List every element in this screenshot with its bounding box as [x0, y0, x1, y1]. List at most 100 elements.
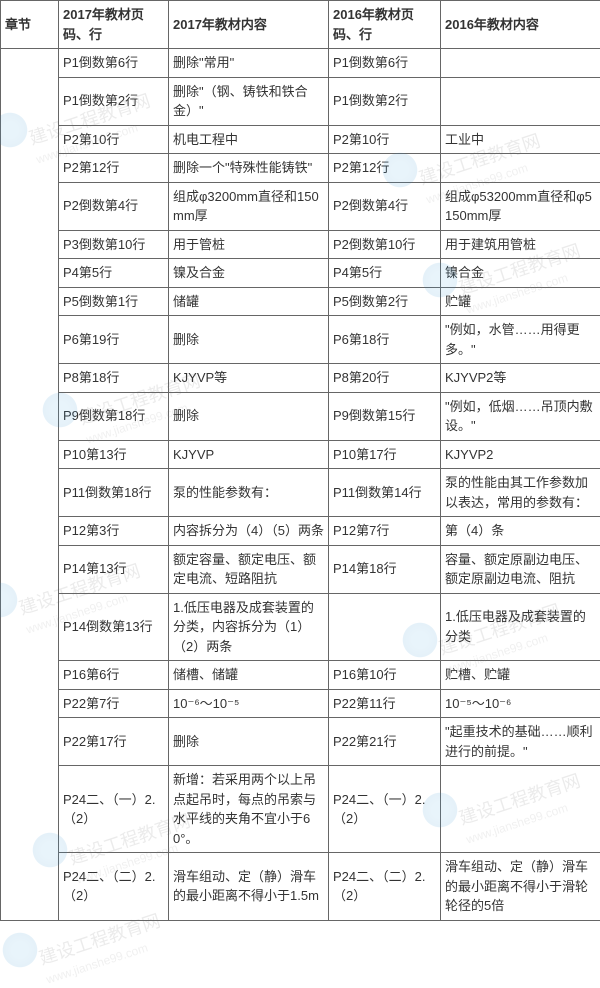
table-cell: P4第5行	[329, 259, 441, 288]
table-cell: P22第21行	[329, 718, 441, 766]
table-cell: 删除一个"特殊性能铸铁"	[169, 154, 329, 183]
table-cell: 新增：若采用两个以上吊点起吊时，每点的吊索与水平线的夹角不宜小于60°。	[169, 766, 329, 853]
table-cell: 滑车组动、定（静）滑车的最小距离不得小于滑轮轮径的5倍	[441, 853, 600, 921]
table-cell: P14第18行	[329, 545, 441, 593]
table-cell: P2第12行	[59, 154, 169, 183]
table-cell: P4第5行	[59, 259, 169, 288]
table-cell: 额定容量、额定电压、额定电流、短路阻抗	[169, 545, 329, 593]
table-cell: 用于管桩	[169, 230, 329, 259]
table-row: P4第5行镍及合金P4第5行镍合金	[1, 259, 600, 288]
table-cell: P1倒数第2行	[329, 77, 441, 125]
table-row: P14倒数第13行1.低压电器及成套装置的分类，内容拆分为（1）（2）两条1.低…	[1, 593, 600, 661]
table-cell: P6第19行	[59, 316, 169, 364]
table-cell: 10⁻⁵～10⁻⁶	[441, 689, 600, 718]
table-cell: 工业中	[441, 125, 600, 154]
table-cell: 泵的性能参数有：	[169, 469, 329, 517]
table-cell: P24二、（二）2.（2）	[59, 853, 169, 921]
table-row: P1倒数第6行删除"常用"P1倒数第6行	[1, 49, 600, 78]
table-cell: 删除	[169, 392, 329, 440]
table-cell: P1倒数第2行	[59, 77, 169, 125]
table-cell: KJYVP等	[169, 364, 329, 393]
table-row: P24二、（二）2.（2）滑车组动、定（静）滑车的最小距离不得小于1.5mP24…	[1, 853, 600, 921]
table-cell: 用于建筑用管桩	[441, 230, 600, 259]
table-cell: P1倒数第6行	[329, 49, 441, 78]
table-cell	[441, 154, 600, 183]
table-cell: P14第13行	[59, 545, 169, 593]
table-cell: 机电工程中	[169, 125, 329, 154]
table-cell: P16第10行	[329, 661, 441, 690]
table-cell: 泵的性能由其工作参数加以表达，常用的参数有：	[441, 469, 600, 517]
table-cell: KJYVP2等	[441, 364, 600, 393]
table-row: P2第12行删除一个"特殊性能铸铁"P2第12行	[1, 154, 600, 183]
table-cell: P22第11行	[329, 689, 441, 718]
table-cell: 贮罐	[441, 287, 600, 316]
table-cell: P22第7行	[59, 689, 169, 718]
col-header-2016-page: 2016年教材页码、行	[329, 1, 441, 49]
table-cell: 删除	[169, 316, 329, 364]
table-cell: 删除"常用"	[169, 49, 329, 78]
table-cell: P2第10行	[329, 125, 441, 154]
table-cell: "例如，低烟……吊顶内敷设。"	[441, 392, 600, 440]
table-cell	[441, 766, 600, 853]
table-row: P22第7行10⁻⁶～10⁻⁵P22第11行10⁻⁵～10⁻⁶	[1, 689, 600, 718]
table-cell: P2第10行	[59, 125, 169, 154]
table-cell: P5倒数第2行	[329, 287, 441, 316]
table-cell: "例如，水管……用得更多。"	[441, 316, 600, 364]
table-cell: P14倒数第13行	[59, 593, 169, 661]
table-body: P1倒数第6行删除"常用"P1倒数第6行P1倒数第2行删除"（钢、铸铁和铁合金）…	[1, 49, 600, 921]
table-row: P14第13行额定容量、额定电压、额定电流、短路阻抗P14第18行容量、额定原副…	[1, 545, 600, 593]
table-cell: KJYVP2	[441, 440, 600, 469]
table-cell: P5倒数第1行	[59, 287, 169, 316]
table-cell: 1.低压电器及成套装置的分类	[441, 593, 600, 661]
table-row: P10第13行KJYVPP10第17行KJYVP2	[1, 440, 600, 469]
table-row: P6第19行删除P6第18行"例如，水管……用得更多。"	[1, 316, 600, 364]
table-cell: P2第12行	[329, 154, 441, 183]
table-cell: 删除"（钢、铸铁和铁合金）"	[169, 77, 329, 125]
table-row: P2倒数第4行组成φ3200mm直径和150mm厚P2倒数第4行组成φ53200…	[1, 182, 600, 230]
col-header-2017-content: 2017年教材内容	[169, 1, 329, 49]
table-cell: P24二、（二）2.（2）	[329, 853, 441, 921]
comparison-table: 章节 2017年教材页码、行 2017年教材内容 2016年教材页码、行 201…	[0, 0, 600, 921]
table-row: P3倒数第10行用于管桩P2倒数第10行用于建筑用管桩	[1, 230, 600, 259]
table-header-row: 章节 2017年教材页码、行 2017年教材内容 2016年教材页码、行 201…	[1, 1, 600, 49]
table-cell: P8第18行	[59, 364, 169, 393]
table-cell: P8第20行	[329, 364, 441, 393]
table-cell: 镍合金	[441, 259, 600, 288]
table-cell: KJYVP	[169, 440, 329, 469]
table-row: P24二、（一）2.（2）新增：若采用两个以上吊点起吊时，每点的吊索与水平线的夹…	[1, 766, 600, 853]
table-cell: 储槽、储罐	[169, 661, 329, 690]
table-cell: P2倒数第4行	[59, 182, 169, 230]
table-cell: P2倒数第4行	[329, 182, 441, 230]
watermark-text: 建设工程教育网www.jianshe99.com	[37, 912, 169, 988]
table-row: P5倒数第1行储罐P5倒数第2行贮罐	[1, 287, 600, 316]
table-cell: P10第17行	[329, 440, 441, 469]
table-cell: P24二、（一）2.（2）	[329, 766, 441, 853]
table-row: P16第6行储槽、储罐P16第10行贮槽、贮罐	[1, 661, 600, 690]
table-row: P8第18行KJYVP等P8第20行KJYVP2等	[1, 364, 600, 393]
table-cell: P1倒数第6行	[59, 49, 169, 78]
watermark-logo-icon	[0, 930, 40, 970]
table-cell: 镍及合金	[169, 259, 329, 288]
table-cell: P10第13行	[59, 440, 169, 469]
table-cell: 第（4）条	[441, 517, 600, 546]
table-row: P12第3行内容拆分为（4）（5）两条P12第7行第（4）条	[1, 517, 600, 546]
table-cell: P16第6行	[59, 661, 169, 690]
table-cell: P9倒数第15行	[329, 392, 441, 440]
table-cell: P3倒数第10行	[59, 230, 169, 259]
table-cell	[329, 593, 441, 661]
table-row: P2第10行机电工程中P2第10行工业中	[1, 125, 600, 154]
col-header-chapter: 章节	[1, 1, 59, 49]
table-cell	[441, 77, 600, 125]
table-cell: 滑车组动、定（静）滑车的最小距离不得小于1.5m	[169, 853, 329, 921]
table-cell: 组成φ3200mm直径和150mm厚	[169, 182, 329, 230]
table-cell: P9倒数第18行	[59, 392, 169, 440]
table-cell: P24二、（一）2.（2）	[59, 766, 169, 853]
watermark: 建设工程教育网www.jianshe99.com	[0, 930, 166, 970]
table-cell: P2倒数第10行	[329, 230, 441, 259]
chapter-cell	[1, 49, 59, 921]
table-row: P1倒数第2行删除"（钢、铸铁和铁合金）"P1倒数第2行	[1, 77, 600, 125]
table-cell: 10⁻⁶～10⁻⁵	[169, 689, 329, 718]
col-header-2017-page: 2017年教材页码、行	[59, 1, 169, 49]
table-row: P11倒数第18行泵的性能参数有：P11倒数第14行泵的性能由其工作参数加以表达…	[1, 469, 600, 517]
table-cell: P22第17行	[59, 718, 169, 766]
